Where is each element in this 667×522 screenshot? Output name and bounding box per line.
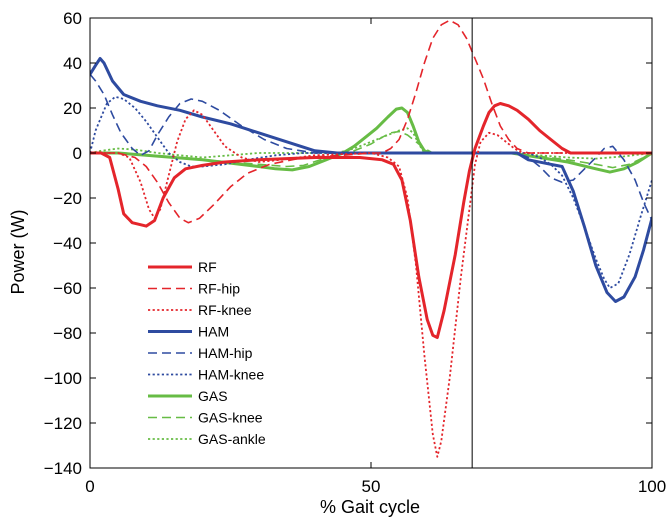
plot-frame: [89, 17, 653, 469]
y-tick-label: −20: [53, 189, 82, 208]
y-tick-label: −80: [53, 324, 82, 343]
legend-label-rf-knee: RF-knee: [198, 302, 252, 318]
y-tick-label: 60: [63, 9, 82, 28]
x-axis-title: % Gait cycle: [320, 497, 420, 517]
y-tick-label: −40: [53, 234, 82, 253]
y-tick-label: −60: [53, 279, 82, 298]
series-layer: [90, 19, 652, 458]
legend-label-ham-hip: HAM-hip: [198, 345, 253, 361]
y-tick-label: −120: [44, 414, 82, 433]
legend-label-ham: HAM: [198, 324, 229, 340]
legend-label-ham-knee: HAM-knee: [198, 367, 264, 383]
series-line-gas: [90, 106, 652, 174]
legend-label-rf-hip: RF-hip: [198, 281, 240, 297]
x-tick-label: 0: [85, 477, 94, 496]
legend-label-gas-ankle: GAS-ankle: [198, 431, 266, 447]
y-tick-label: −100: [44, 369, 82, 388]
series-line-rf-hip: [90, 19, 652, 224]
legend-label-rf: RF: [198, 259, 217, 275]
y-axis-title: Power (W): [8, 210, 28, 295]
series-line-rf: [90, 102, 652, 339]
y-tick-label: 20: [63, 99, 82, 118]
x-tick-label: 100: [638, 477, 666, 496]
legend: RF RF-hip RF-knee HAM HAM-hip HAM-knee GAS GAS-…: [148, 259, 266, 447]
legend-label-gas-knee: GAS-knee: [198, 410, 263, 426]
series-line-ham-knee: [90, 95, 652, 289]
x-tick-label: 50: [362, 477, 381, 496]
series-line-ham-hip: [90, 73, 652, 221]
legend-label-gas: GAS: [198, 388, 228, 404]
y-tick-label: 40: [63, 54, 82, 73]
y-tick-label: −140: [44, 459, 82, 478]
y-tick-label: 0: [73, 144, 82, 163]
